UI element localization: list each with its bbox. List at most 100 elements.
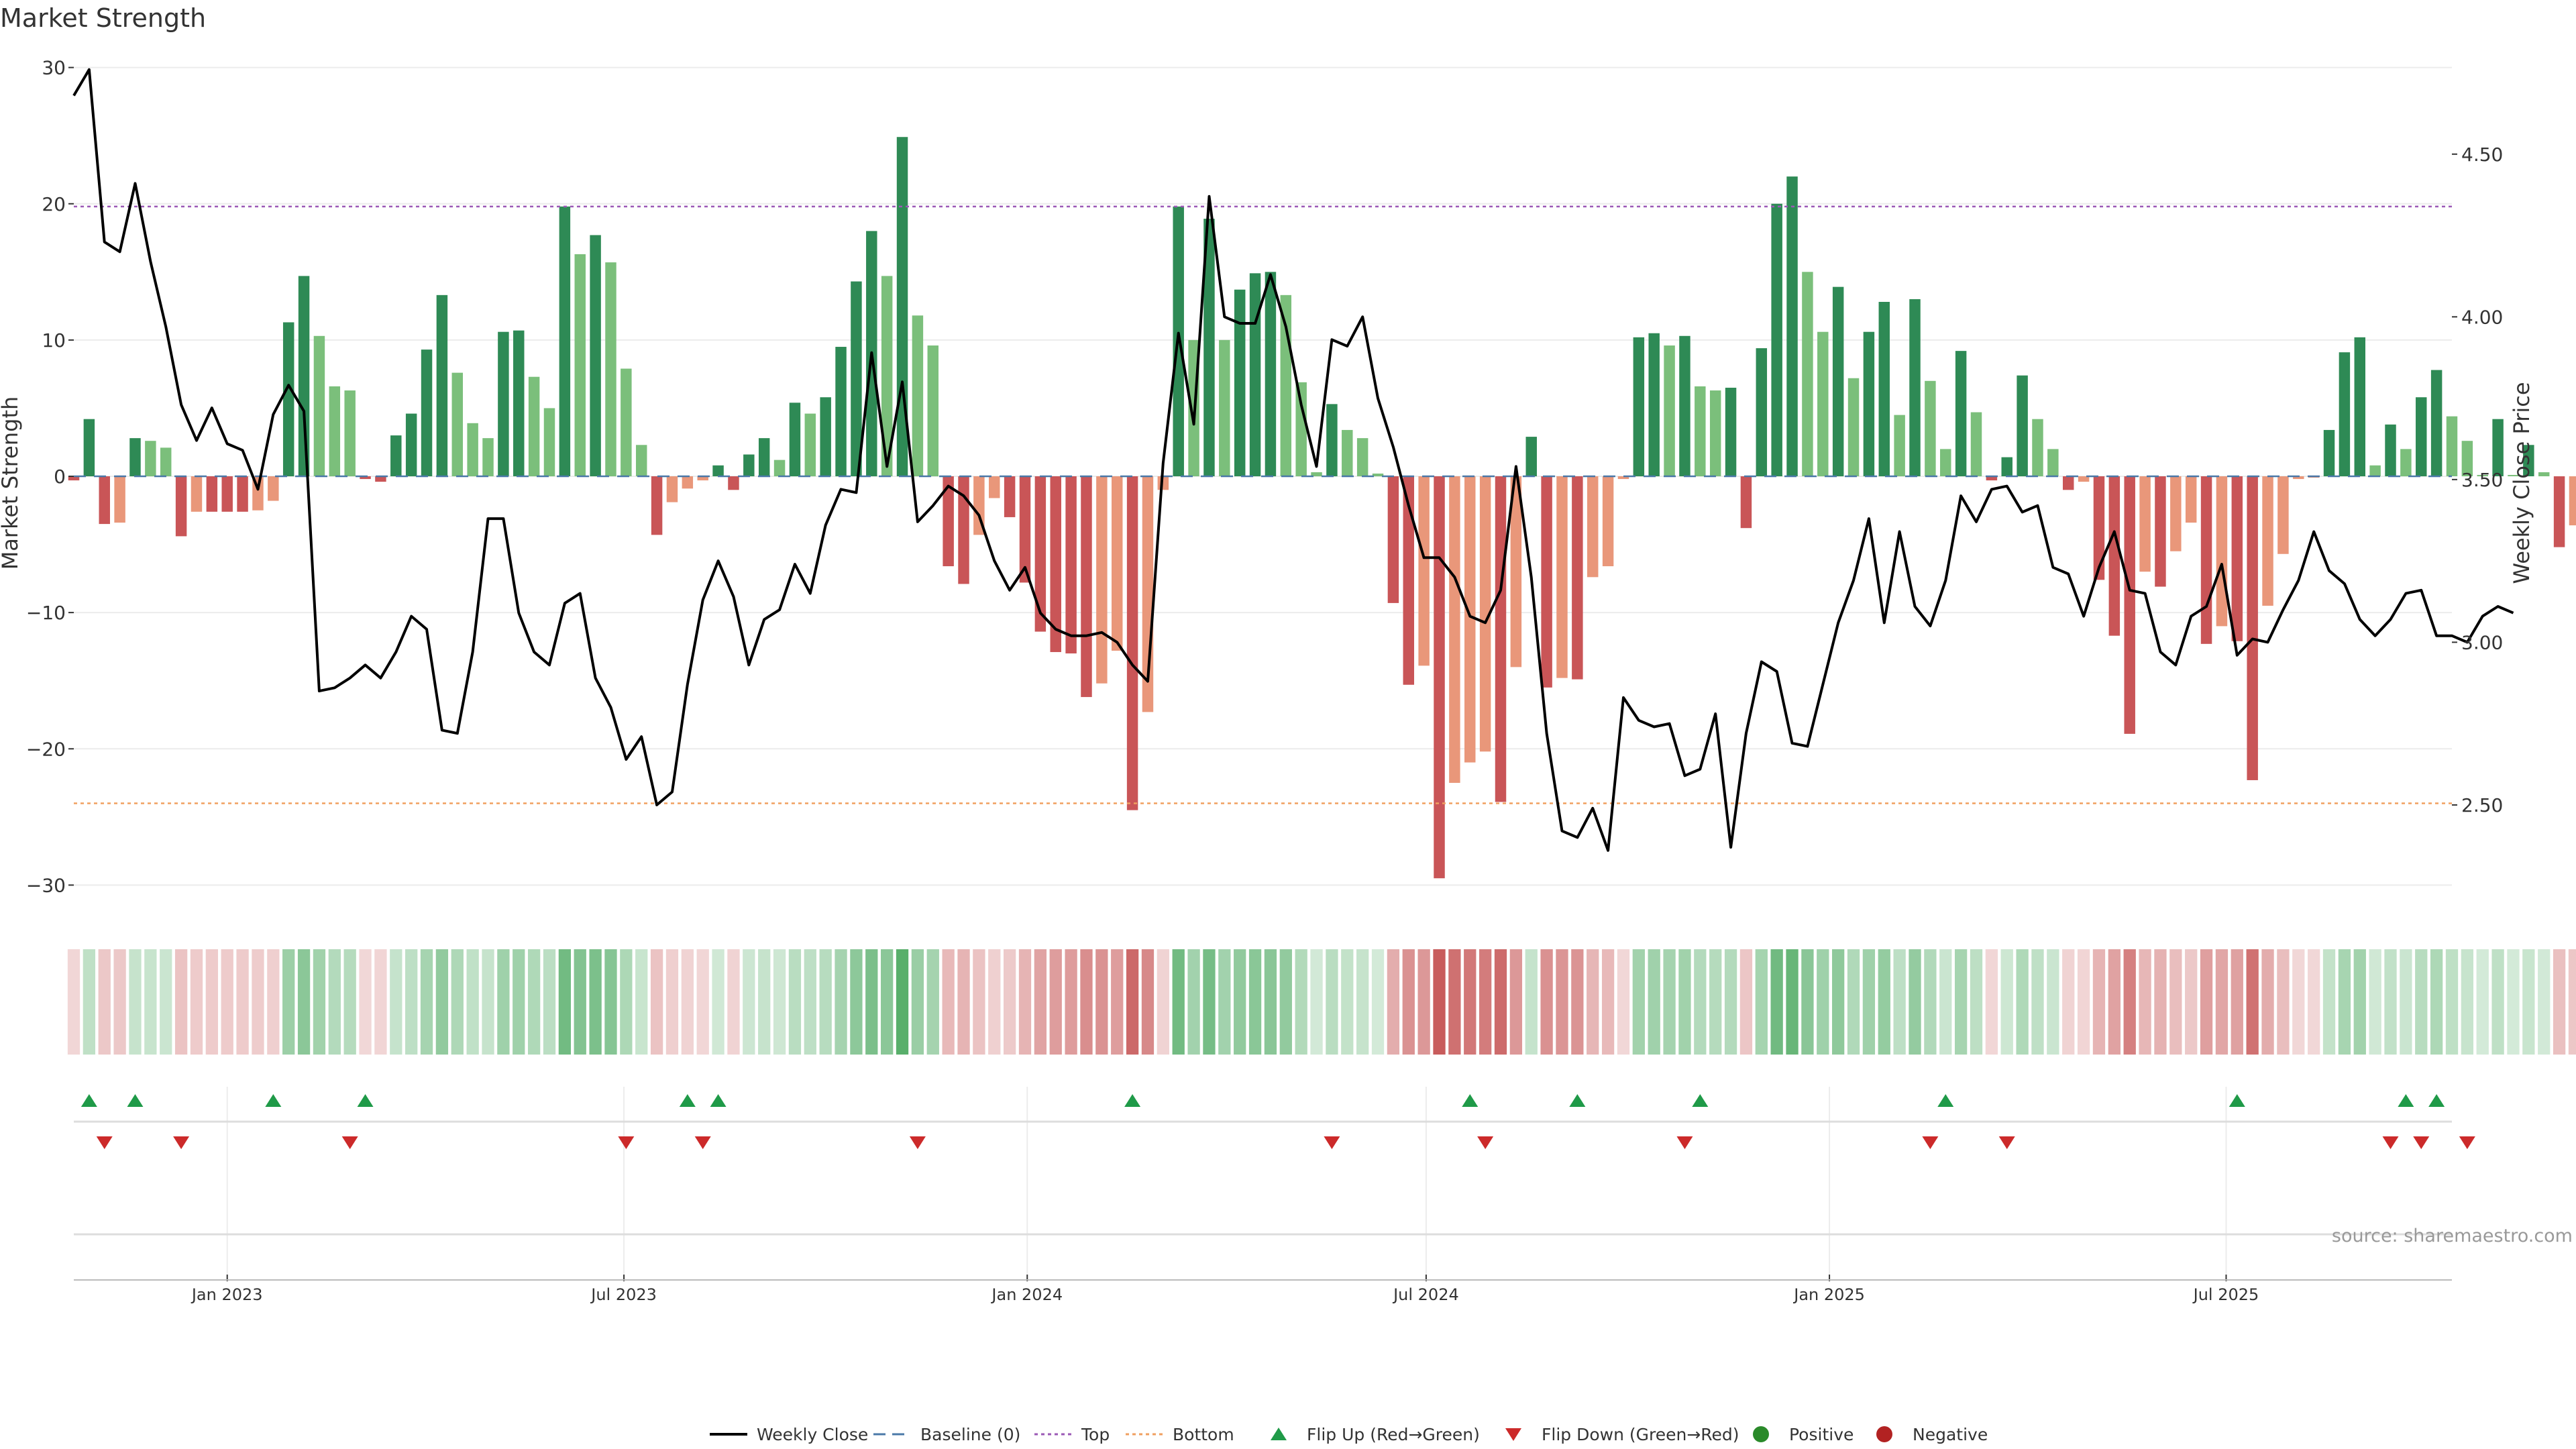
strength-bar [160, 447, 172, 476]
left-tick-label: −30 [26, 874, 66, 896]
strength-bar [390, 435, 402, 476]
heat-cell [1571, 949, 1584, 1055]
heat-cell [896, 949, 909, 1055]
strength-bar [728, 476, 739, 490]
strength-bar [2277, 476, 2289, 554]
legend-label: Weekly Close [757, 1425, 868, 1444]
date-tick-label: Jan 2023 [191, 1285, 263, 1304]
heat-cell [1755, 949, 1768, 1055]
heat-cell [2200, 949, 2213, 1055]
flip-up-marker [2428, 1094, 2445, 1107]
heat-cell [1862, 949, 1876, 1055]
heat-cell [1786, 949, 1799, 1055]
strength-bar [1894, 415, 1905, 476]
strength-bar [2170, 476, 2182, 551]
strength-bar [2262, 476, 2273, 606]
date-tick-label: Jul 2024 [1392, 1285, 1459, 1304]
strength-bar [1832, 286, 1844, 476]
heat-cell [1433, 949, 1446, 1055]
strength-bar [467, 423, 478, 476]
strength-bar [1756, 348, 1768, 476]
heat-cell [174, 949, 188, 1055]
heat-cell [881, 949, 894, 1055]
strength-bar [1771, 203, 1782, 476]
strength-bar [1847, 378, 1860, 476]
reference-lines [74, 205, 2452, 804]
heat-cell [2277, 949, 2290, 1055]
left-tick-label: 10 [42, 329, 66, 352]
heat-cell [2031, 949, 2044, 1055]
strength-bar [1802, 272, 1813, 476]
heat-cell [190, 949, 203, 1055]
flip-down-marker [1676, 1136, 1693, 1149]
strength-bar [175, 476, 187, 537]
legend: Weekly Close Baseline (0) Top Bottom Flip Up… [710, 1425, 1988, 1444]
source-note: source: sharemaestro.com [2332, 1226, 2573, 1246]
strength-bar [1449, 476, 1460, 784]
heat-cell [160, 949, 172, 1055]
strength-bar [1126, 476, 1138, 810]
heat-cell [2369, 949, 2381, 1055]
heat-cell [2568, 949, 2576, 1055]
heat-cell [1248, 949, 1262, 1055]
heat-cell [804, 949, 816, 1055]
strength-bar [1925, 380, 1936, 476]
strength-bar [1096, 476, 1108, 684]
heat-cell [83, 949, 96, 1055]
heat-cell [267, 949, 280, 1055]
heat-cell [712, 949, 724, 1055]
heat-cell [2430, 949, 2443, 1055]
right-tick-label: 3.50 [2461, 469, 2503, 491]
heat-cell [2154, 949, 2167, 1055]
strength-bars [68, 137, 2576, 879]
heat-cell [1187, 949, 1200, 1055]
strength-bar [282, 322, 294, 476]
flip-up-marker [80, 1094, 97, 1107]
heat-cell [2461, 949, 2474, 1055]
heat-cell [313, 949, 326, 1055]
left-axis-title: Market Strength [0, 396, 23, 570]
heat-cell [2062, 949, 2075, 1055]
heat-cell [1694, 949, 1707, 1055]
heat-cell [1141, 949, 1155, 1055]
heat-cell [1724, 949, 1737, 1055]
heat-cell [2261, 949, 2274, 1055]
legend-item: Weekly Close [710, 1425, 868, 1444]
strength-bar [1602, 476, 1614, 567]
legend-swatch-positive [1753, 1426, 1769, 1442]
strength-bar [405, 413, 417, 476]
strength-bar [1587, 476, 1599, 578]
heat-cell [482, 949, 494, 1055]
strength-bar [298, 276, 310, 476]
heat-cell [1157, 949, 1169, 1055]
strength-bar [773, 460, 786, 476]
heat-cell [2000, 949, 2013, 1055]
strength-bar [2416, 397, 2427, 476]
heat-cell [558, 949, 572, 1055]
strength-bar [635, 445, 647, 476]
strength-bar [1878, 302, 1890, 476]
strength-bar [1203, 219, 1215, 476]
strength-bar [2461, 441, 2473, 476]
strength-bar [1725, 387, 1737, 476]
heat-cell [1356, 949, 1369, 1055]
heat-cell [819, 949, 832, 1055]
heat-cell [98, 949, 111, 1055]
heat-cell [604, 949, 617, 1055]
strength-bar [1111, 476, 1123, 651]
heat-cell [2400, 949, 2412, 1055]
strength-bar [881, 276, 893, 476]
heat-cell [236, 949, 249, 1055]
strength-bar [1081, 476, 1092, 698]
heat-cell [1924, 949, 1937, 1055]
strength-bar [513, 330, 525, 476]
legend-item: Negative [1876, 1425, 1988, 1444]
heat-cell [1663, 949, 1676, 1055]
date-tick-label: Jul 2025 [2192, 1285, 2259, 1304]
strength-bar [206, 476, 218, 512]
strength-bar [789, 402, 801, 476]
flip-down-marker [1477, 1136, 1494, 1149]
strength-bar [927, 345, 939, 476]
strength-bar [237, 476, 248, 512]
heat-cell [1172, 949, 1185, 1055]
